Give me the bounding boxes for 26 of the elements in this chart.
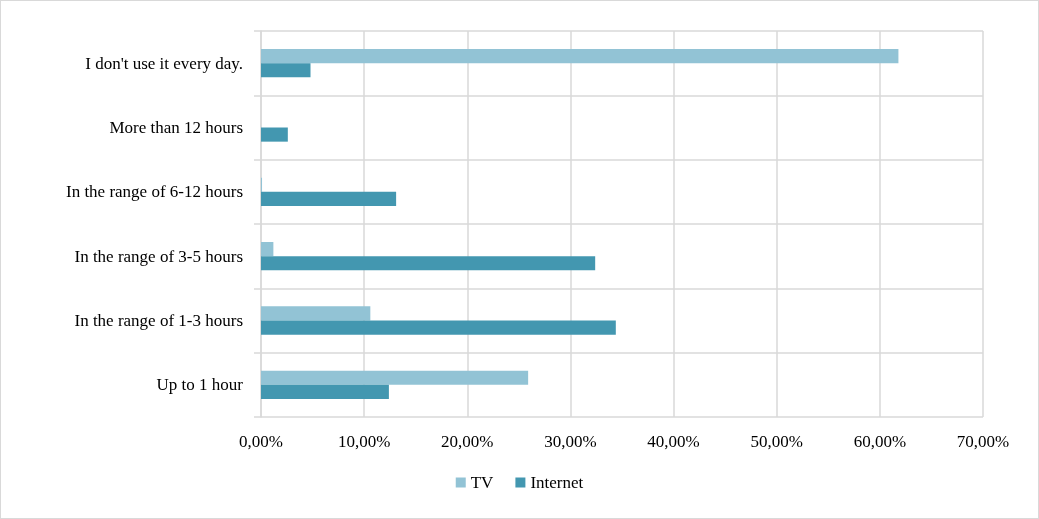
bar: [261, 127, 288, 142]
legend-label: TV: [470, 473, 495, 492]
bar: [261, 256, 596, 271]
x-tick-label: 50,00%: [750, 432, 803, 451]
bar: [261, 370, 529, 385]
y-tick-label: I don't use it every day.: [85, 53, 243, 73]
bar: [261, 306, 371, 321]
x-tick-label: 60,00%: [853, 432, 907, 451]
x-tick-label: 20,00%: [441, 432, 494, 451]
bar: [261, 384, 389, 399]
x-tick-label: 30,00%: [544, 432, 597, 451]
y-tick-label: Up to 1 hour: [156, 375, 244, 395]
x-tick-label: 0,00%: [239, 432, 283, 451]
bar: [261, 49, 899, 64]
bar: [261, 242, 274, 257]
y-tick-label: More than 12 hours: [109, 118, 243, 137]
y-tick-label: In the range of 1-3 hours: [74, 311, 243, 330]
bar: [261, 320, 616, 335]
y-tick-label: In the range of 6-12 hours: [65, 182, 243, 202]
legend-label: Internet: [530, 473, 584, 492]
x-tick-label: 70,00%: [956, 432, 1010, 451]
bar: [261, 63, 311, 78]
bar: [261, 191, 397, 206]
x-tick-label: 40,00%: [647, 432, 700, 451]
x-tick-label: 10,00%: [337, 432, 391, 451]
y-tick-label: In the range of 3-5 hours: [74, 246, 243, 266]
